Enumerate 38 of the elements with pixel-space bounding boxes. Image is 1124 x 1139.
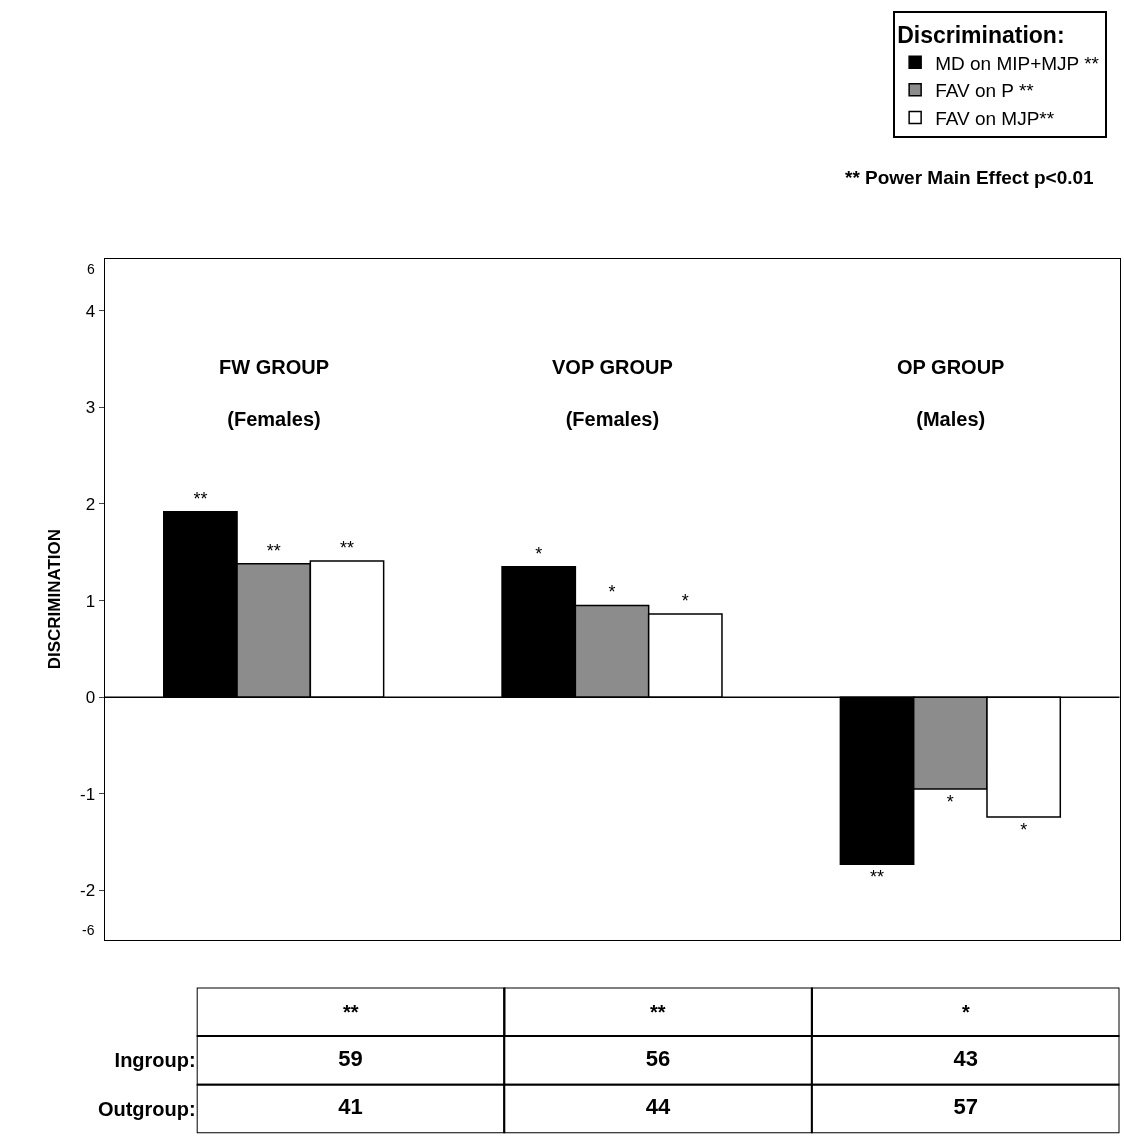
y-tick-label: -1 [80, 784, 96, 804]
y-tick-label: 1 [85, 591, 96, 611]
text: 6 [87, 261, 95, 277]
data-label: 59 [338, 1045, 363, 1071]
y-axis-title: DISCRIMINATION [44, 528, 64, 670]
data-label: * [535, 543, 543, 564]
text: * [962, 1001, 970, 1023]
data-label: ** [870, 867, 885, 888]
data-label: 41 [338, 1094, 363, 1120]
data-label: * [681, 591, 689, 612]
category-label: FW GROUP (Females) [219, 356, 329, 430]
data-label: ** [339, 537, 354, 558]
data-label: 44 [645, 1094, 672, 1120]
text: ** [650, 1001, 666, 1023]
data-label: 43 [953, 1045, 978, 1071]
y-tick-label: 2 [85, 494, 96, 514]
y-tick-label: Ingroup: [114, 1049, 196, 1072]
data-label: ** [193, 488, 208, 509]
data-label: * [608, 582, 616, 603]
data-label: * [946, 791, 954, 812]
y-tick-label: Outgroup: [97, 1098, 196, 1120]
y-tick-label: 4 [85, 301, 96, 321]
data-label: 57 [953, 1094, 978, 1120]
text: ** Power Main Effect p<0.01 [845, 167, 1095, 188]
category-label: VOP GROUP (Females) [552, 356, 673, 430]
category-label: OP GROUP (Males) [897, 356, 1005, 430]
y-tick-label: 0 [85, 688, 96, 708]
text: ** [343, 1001, 359, 1023]
y-tick-label: -2 [80, 881, 96, 901]
data-label: ** [266, 540, 281, 561]
legend-label: MD on MIP+MJP ** [935, 52, 1100, 74]
legend-label: FAV on P ** [935, 80, 1035, 102]
y-tick-label: 3 [85, 398, 96, 418]
legend-title: Discrimination: [897, 22, 1065, 49]
legend-label: FAV on MJP** [935, 107, 1055, 129]
data-label: 56 [645, 1045, 671, 1071]
data-label: * [1020, 819, 1028, 840]
text: -6 [82, 922, 95, 938]
